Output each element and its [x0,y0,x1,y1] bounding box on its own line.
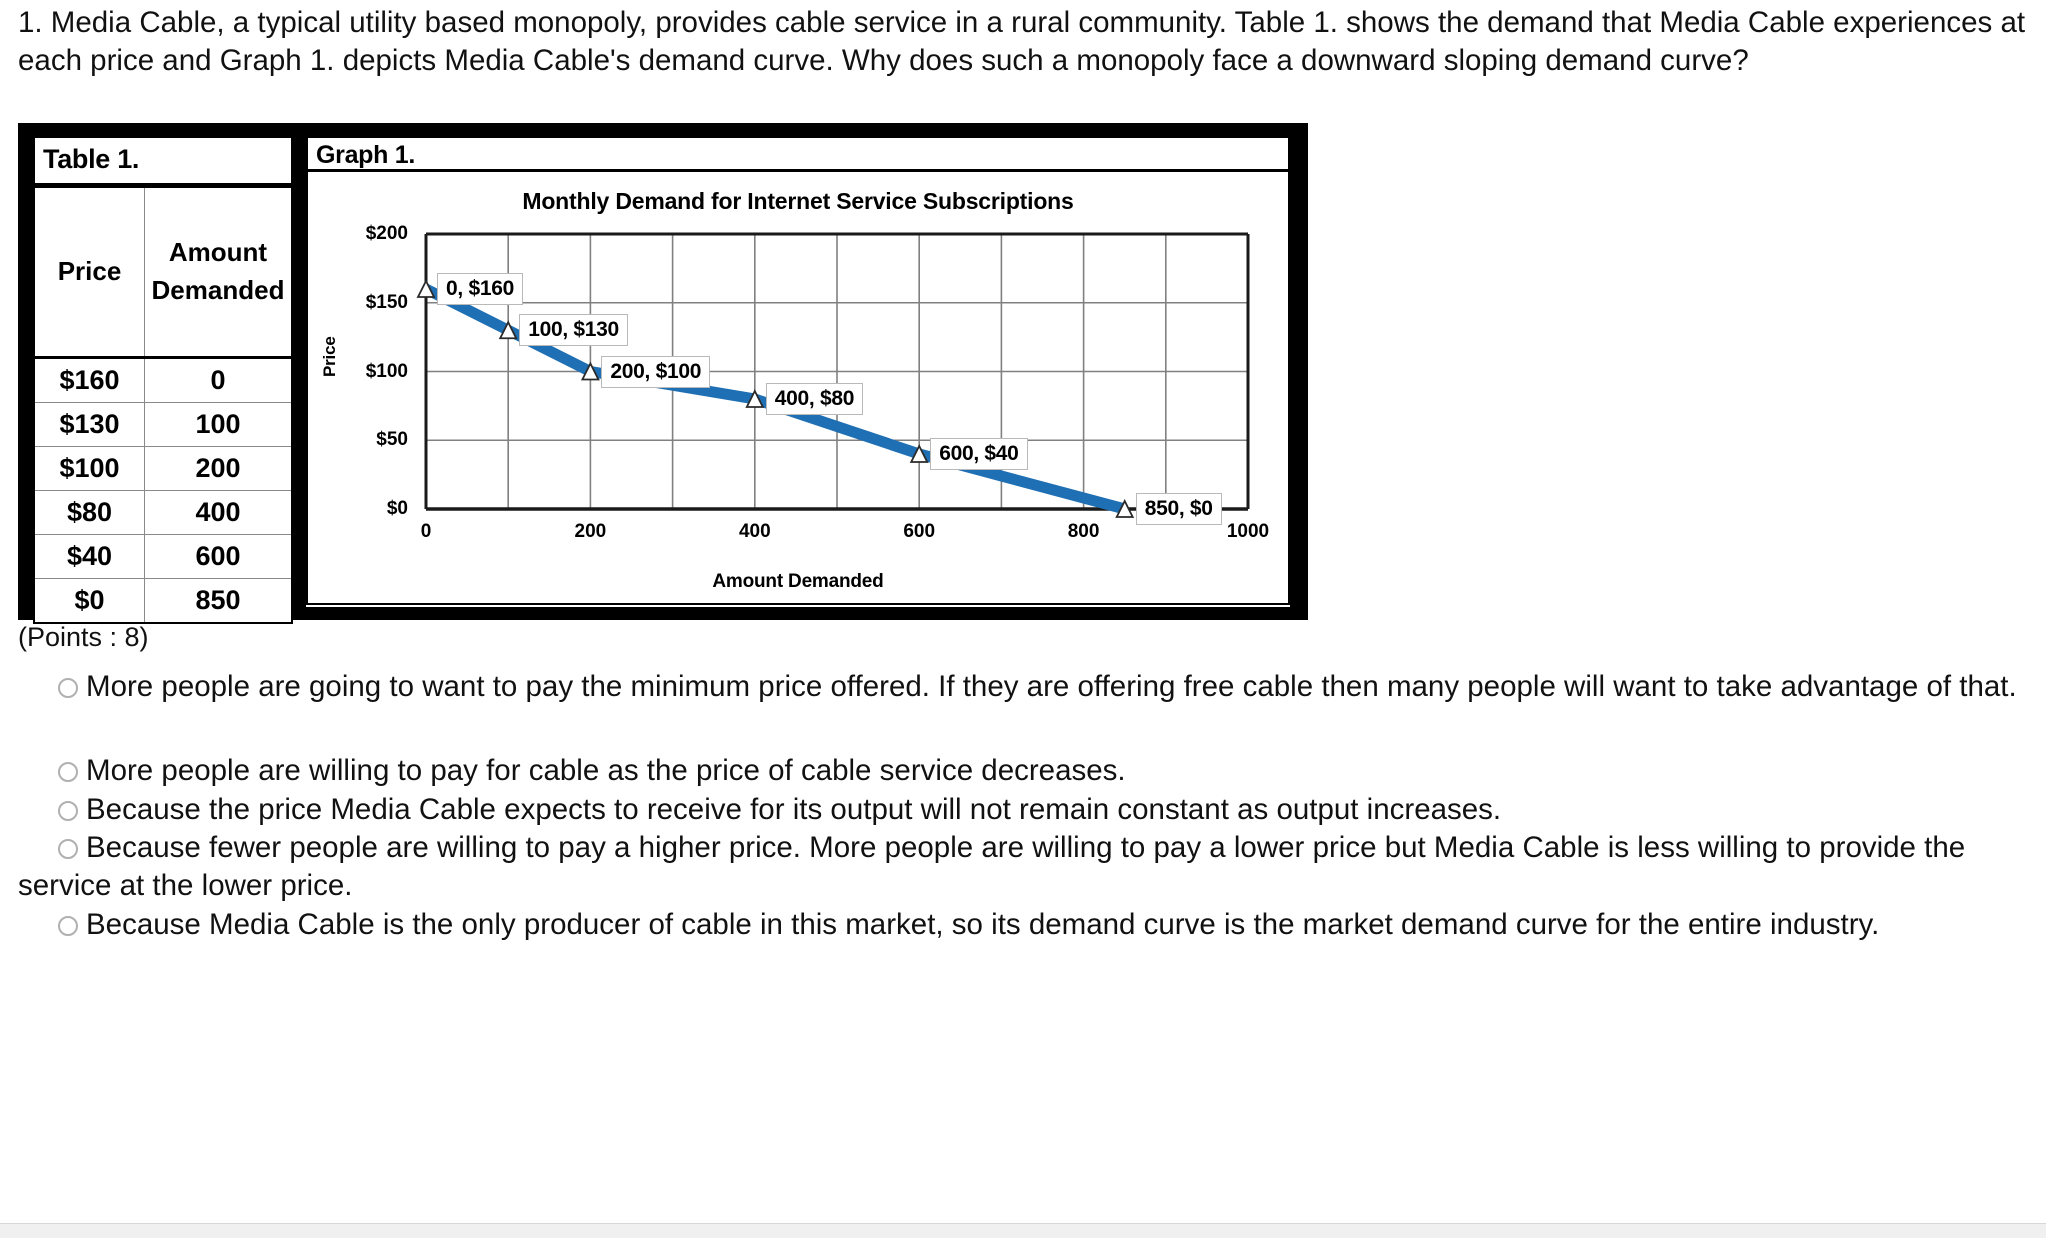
cell-amount-demanded: 400 [144,490,293,535]
radio-button-icon[interactable] [58,762,78,783]
points-line: (Points : 8) [18,622,149,652]
cell-amount-demanded: 0 [144,357,293,403]
x-tick-label: 800 [1067,521,1100,542]
answer-option[interactable]: Because Media Cable is the only producer… [18,906,2028,944]
data-point-label: 200, $100 [601,355,711,388]
table-row: $160 0 [33,357,293,403]
answer-option-text: More people are going to want to pay the… [86,670,2017,703]
answer-option[interactable]: More people are willing to pay for cable… [18,752,2028,790]
cell-price: $80 [33,490,145,535]
cell-amount-demanded: 200 [144,446,293,491]
y-tick-label: $100 [365,360,408,382]
x-tick-label: 0 [420,521,432,542]
data-point-label: 0, $160 [437,273,523,306]
data-point-label: 400, $80 [765,383,864,416]
column-header-amount-line2: Demanded [151,275,285,305]
data-point-label: 850, $0 [1135,493,1222,526]
column-header-amount-demanded: Amount Demanded [144,186,293,359]
table-1-panel: Table 1. Price Amount Demanded $160 0 $130… [33,136,293,624]
cell-amount-demanded: 100 [144,402,293,447]
data-point-label: 600, $40 [930,438,1028,471]
answer-option-text: Because Media Cable is the only producer… [86,907,1880,941]
radio-button-icon[interactable] [58,800,78,821]
bottom-scroll-bar[interactable] [0,1223,2046,1238]
cell-price: $130 [33,402,145,447]
cell-price: $100 [33,446,145,491]
table-row: $0 850 [33,578,293,624]
answer-option-text: More people are willing to pay for cable… [86,754,1126,788]
cell-amount-demanded: 850 [144,578,293,624]
graph-body: Monthly Demand for Internet Service Subs… [306,172,1290,605]
table-row: $100 200 [33,446,293,491]
table-row: $80 400 [33,490,293,535]
x-axis-title: Amount Demanded [712,571,884,592]
column-header-price: Price [33,186,145,359]
chart-title: Monthly Demand for Internet Service Subs… [522,188,1074,214]
radio-button-icon[interactable] [58,839,78,860]
graph-caption: Graph 1. [306,136,1290,172]
data-point-label: 100, $130 [519,314,628,347]
column-header-amount-line1: Amount [168,237,268,268]
table-row: $130 100 [33,402,293,447]
radio-button-icon[interactable] [58,678,78,698]
answer-option[interactable]: Because fewer people are willing to pay … [18,829,2028,906]
answer-option-text: Because the price Media Cable expects to… [86,792,1502,826]
demand-table: Price Amount Demanded $160 0 $130 100 $100 20… [33,186,293,624]
table-caption: Table 1. [33,136,293,186]
graph-1-panel: Graph 1. Monthly Demand for Internet Ser… [306,136,1290,607]
x-tick-label: 400 [738,521,771,542]
x-tick-label: 600 [903,521,936,542]
cell-price: $160 [33,357,145,403]
answer-option[interactable]: More people are going to want to pay the… [18,668,2028,706]
answer-options-list: More people are going to want to pay the… [18,668,2028,944]
y-tick-label: $50 [376,429,408,451]
x-axis-ticks: 0 200 400 600 800 1000 [308,521,1288,551]
radio-button-icon[interactable] [58,915,78,936]
y-tick-label: $150 [365,291,408,313]
table-row: $40 600 [33,534,293,579]
x-tick-label: 1000 [1226,521,1270,542]
figure-block: Table 1. Price Amount Demanded $160 0 $130… [18,123,1308,624]
x-tick-label: 200 [574,521,607,542]
y-axis-ticks: $0 $50 $100 $150 $200 [328,172,408,603]
cell-price: $40 [33,534,145,579]
cell-amount-demanded: 600 [144,534,293,579]
answer-option[interactable]: Because the price Media Cable expects to… [18,791,2028,829]
question-stem: 1. Media Cable, a typical utility based … [18,6,2026,78]
y-tick-label: $0 [386,498,408,519]
cell-price: $0 [33,578,145,624]
answer-option-text: Because fewer people are willing to pay … [18,831,1966,903]
table-header-row: Price Amount Demanded [33,186,293,359]
y-tick-label: $200 [365,223,408,244]
table-head: Price Amount Demanded [33,186,293,359]
table-body: $160 0 $130 100 $100 200 $80 400 $40 600 $0 850 [33,357,293,624]
